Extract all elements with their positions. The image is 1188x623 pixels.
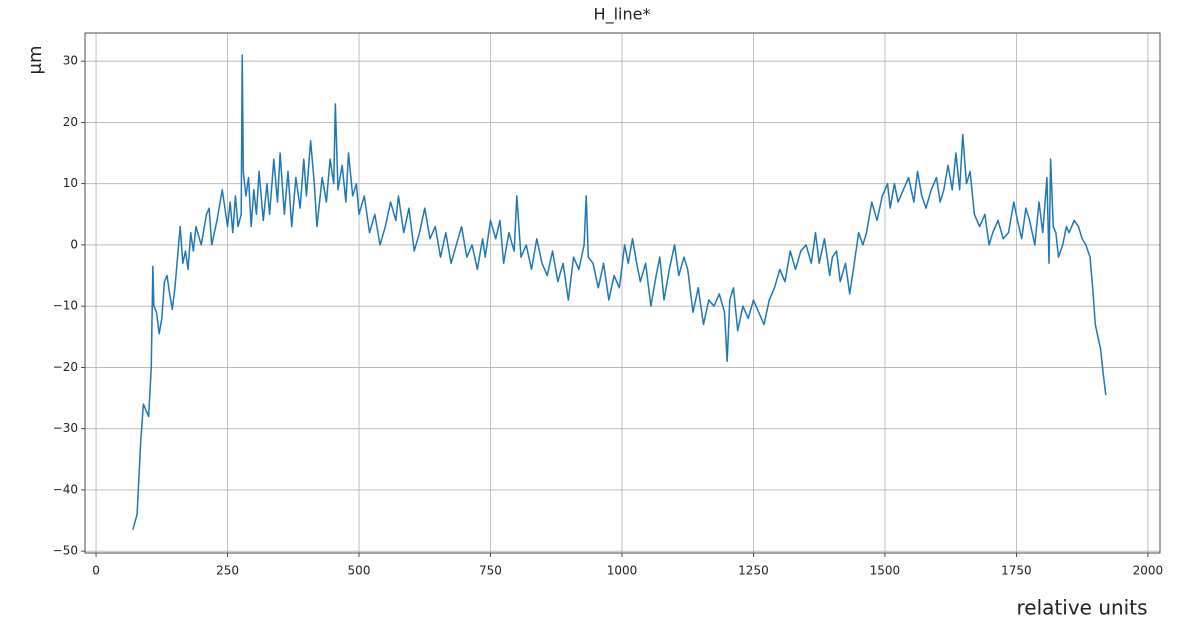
x-tick-label: 250	[216, 564, 239, 578]
y-tick-label: −10	[53, 299, 78, 313]
y-tick-label: −30	[53, 421, 78, 435]
x-tick-label: 2000	[1133, 564, 1164, 578]
x-tick-label: 1750	[1001, 564, 1032, 578]
x-axis-label: relative units	[1017, 596, 1148, 620]
chart-title: H_line*	[594, 5, 651, 25]
y-tick-label: −40	[53, 482, 78, 496]
y-axis-label: μm	[25, 46, 46, 75]
y-tick-label: −20	[53, 360, 78, 374]
x-tick-label: 0	[92, 564, 100, 578]
x-tick-label: 500	[348, 564, 371, 578]
x-tick-label: 1500	[870, 564, 901, 578]
x-tick-label: 1000	[607, 564, 638, 578]
x-tick-label: 750	[479, 564, 502, 578]
y-tick-label: 0	[70, 237, 78, 251]
y-tick-label: 30	[63, 54, 78, 68]
data-line	[132, 54, 1107, 530]
y-tick-label: −50	[53, 544, 78, 558]
y-tick-label: 10	[63, 176, 78, 190]
plot-frame	[84, 32, 1161, 554]
y-tick-label: 20	[63, 115, 78, 129]
x-tick-label: 1250	[738, 564, 769, 578]
